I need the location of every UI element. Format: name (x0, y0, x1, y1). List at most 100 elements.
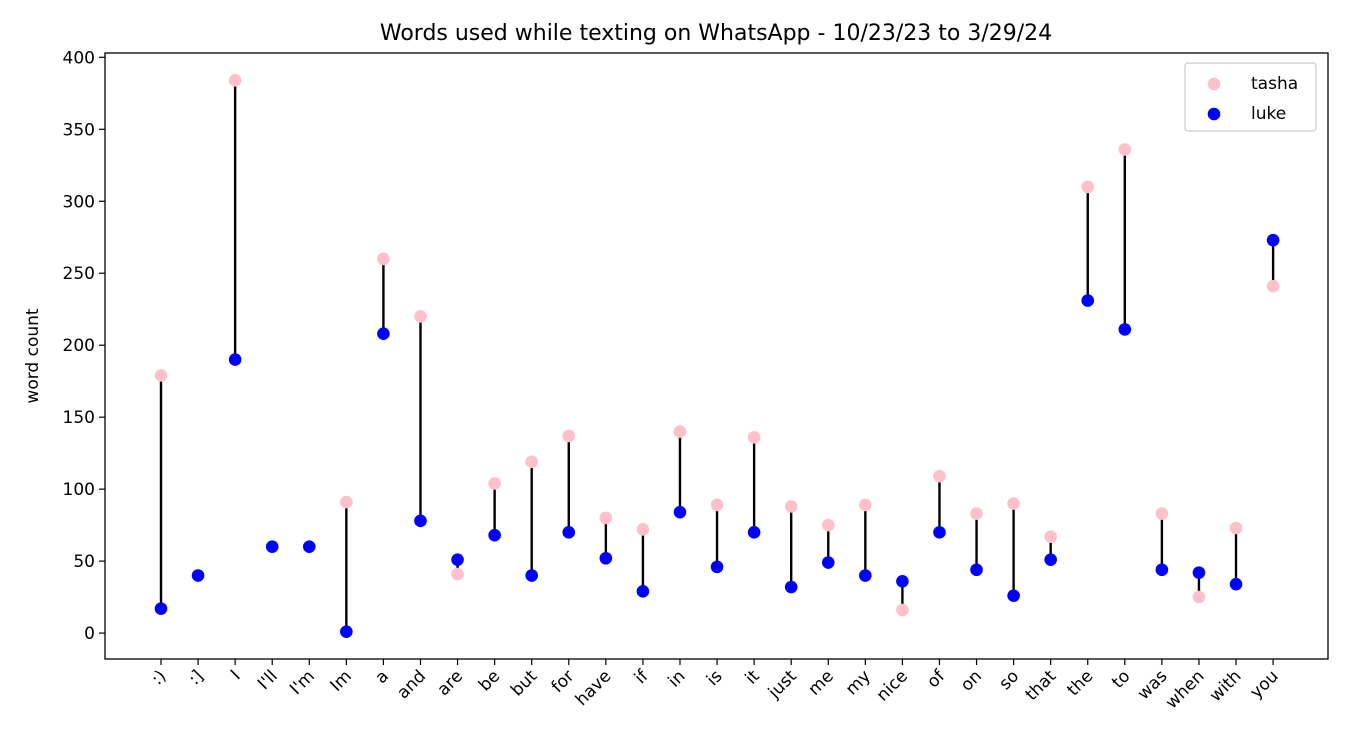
x-tick-label: you (1246, 666, 1282, 702)
x-tick-label: on (957, 666, 986, 695)
point-luke (525, 569, 538, 582)
point-luke (451, 553, 464, 566)
point-luke (302, 540, 316, 554)
point-luke (859, 569, 872, 582)
legend: tasha luke (1184, 62, 1317, 132)
point-tasha (1081, 180, 1095, 194)
point-luke (265, 540, 279, 554)
point-tasha (784, 500, 798, 513)
x-tick-label: I'm (286, 666, 319, 699)
point-luke (1044, 553, 1057, 566)
chart-title: Words used while texting on WhatsApp - 1… (380, 21, 1052, 46)
point-luke (228, 353, 242, 366)
point-tasha (970, 507, 983, 520)
point-tasha (1007, 497, 1020, 510)
point-luke (1266, 233, 1280, 247)
x-tick-label: the (1063, 666, 1097, 700)
point-luke (414, 514, 427, 528)
point-luke (970, 563, 983, 577)
y-tick-label: 350 (63, 120, 95, 140)
x-tick-label: with (1206, 666, 1246, 706)
data-points (154, 74, 1280, 638)
plot-area-frame (104, 52, 1329, 660)
point-tasha (1118, 143, 1132, 156)
x-tick-label: in (664, 666, 689, 691)
x-tick-label: I'll (254, 666, 282, 694)
point-luke (562, 526, 576, 539)
x-tick-label: for (548, 666, 579, 697)
y-tick-label: 200 (63, 336, 95, 356)
x-tick-label: be (475, 666, 504, 695)
x-tick-label: are (434, 666, 468, 700)
point-tasha (451, 567, 464, 581)
point-tasha (710, 498, 724, 512)
legend-marker-tasha (1207, 77, 1221, 91)
point-tasha (414, 310, 427, 323)
point-luke (710, 560, 724, 574)
point-luke (1118, 323, 1132, 336)
point-luke (821, 556, 835, 569)
y-tick-label: 100 (63, 480, 95, 500)
point-luke (488, 528, 501, 542)
point-luke (933, 526, 946, 539)
point-luke (154, 602, 168, 615)
point-tasha (747, 431, 761, 444)
x-tick-label: so (995, 666, 1023, 694)
point-luke (747, 526, 761, 539)
x-tick-label: :) (148, 666, 171, 689)
x-tick-label: Im (326, 666, 355, 695)
point-tasha (859, 498, 872, 512)
point-luke (599, 551, 613, 565)
point-tasha (821, 518, 835, 532)
point-tasha (1192, 590, 1206, 604)
point-luke (784, 580, 798, 594)
legend-marker-luke (1207, 107, 1221, 121)
x-tick-label: if (631, 666, 653, 688)
point-tasha (488, 477, 501, 490)
y-tick-label: 0 (84, 624, 95, 644)
point-tasha (154, 369, 168, 382)
x-tick-label: to (1108, 666, 1134, 692)
x-tick-label: of (923, 666, 949, 692)
point-tasha (340, 495, 353, 509)
point-tasha (1044, 530, 1057, 543)
x-tick-label: :] (185, 666, 208, 689)
point-tasha (933, 469, 946, 483)
x-tick-label: I (227, 666, 245, 684)
x-tick-label: my (842, 666, 875, 699)
x-tick-label: just (764, 666, 801, 703)
point-luke (1229, 577, 1243, 591)
x-tick-label: a (371, 666, 393, 688)
point-tasha (1229, 521, 1243, 535)
point-luke (340, 625, 353, 638)
point-luke (1155, 563, 1169, 577)
point-tasha (228, 74, 242, 87)
x-tick-label: when (1162, 666, 1209, 713)
point-tasha (1155, 507, 1169, 520)
point-tasha (673, 425, 687, 438)
point-luke (377, 327, 390, 340)
point-luke (1081, 294, 1095, 307)
y-tick-label: 250 (63, 264, 95, 284)
point-tasha (525, 455, 538, 469)
y-tick-label: 400 (63, 48, 95, 68)
point-tasha (599, 511, 613, 525)
y-axis: 0 50 100 150 200 250 300 350 400 (63, 48, 105, 644)
point-luke (1007, 589, 1020, 602)
y-tick-label: 300 (63, 192, 95, 212)
x-tick-label: and (393, 666, 430, 703)
y-tick-label: 150 (63, 408, 95, 428)
point-luke (1192, 566, 1206, 579)
point-luke (896, 574, 909, 588)
x-tick-label: me (805, 666, 838, 699)
x-tick-label: it (741, 666, 763, 688)
point-luke (636, 585, 650, 598)
point-tasha (896, 603, 909, 617)
legend-label-luke: luke (1251, 104, 1286, 124)
point-tasha (636, 523, 650, 536)
x-tick-label: have (572, 666, 616, 710)
connector-lines (159, 80, 1275, 632)
x-tick-label: is (703, 666, 727, 690)
